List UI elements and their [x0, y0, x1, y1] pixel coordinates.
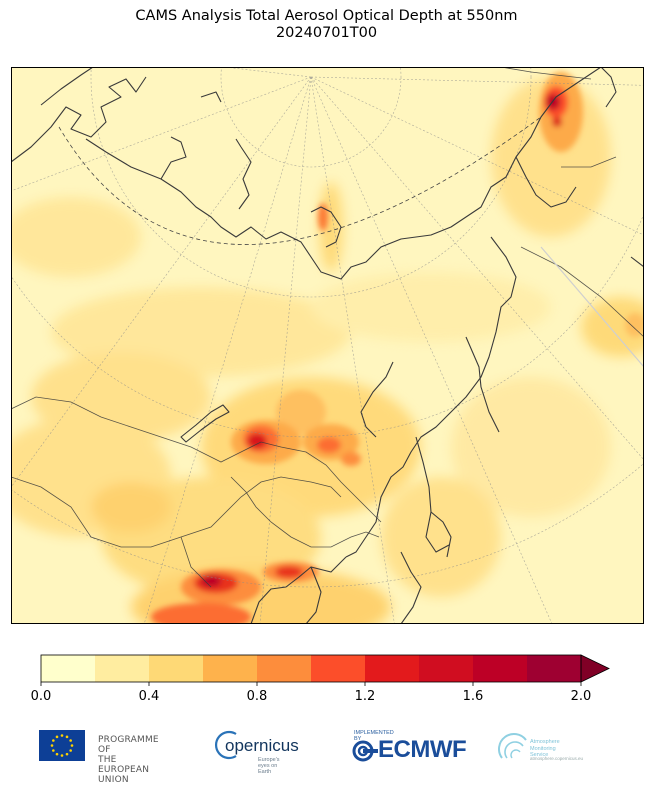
eu-line-1: PROGRAMME OF: [98, 735, 159, 755]
eu-star: [55, 735, 59, 739]
eu-star: [50, 744, 54, 747]
footer-logos: PROGRAMME OF THE EUROPEAN UNION opernicu…: [0, 722, 653, 785]
colorbar-cell: [257, 655, 312, 682]
aod-plumes: [151, 72, 644, 624]
colorbar-cell: [149, 655, 204, 682]
colorbar: 0.0 0.4 0.8 1.2 1.6 2.0: [31, 654, 610, 704]
eu-star: [55, 752, 59, 756]
colorbar-cell: [527, 655, 582, 682]
colorbar-tick-label: 0.8: [247, 689, 268, 704]
map-title: CAMS Analysis Total Aerosol Optical Dept…: [0, 8, 653, 42]
eu-star: [65, 752, 69, 756]
cams-line-2: Monitoring Service: [530, 745, 556, 759]
dateline: [540, 246, 644, 368]
colorbar-cell: [95, 655, 150, 682]
eu-flag-icon: [39, 730, 85, 761]
colorbar-tick-label: 1.6: [463, 689, 484, 704]
colorbar-extend-arrow: [580, 654, 610, 683]
colorbar-cells: [40, 654, 610, 683]
copernicus-wordmark: opernicus: [225, 736, 299, 755]
eu-star: [52, 739, 55, 742]
eu-star: [60, 734, 64, 737]
colorbar-frame: [40, 654, 582, 683]
eu-star: [52, 749, 55, 752]
graticule: [11, 67, 644, 624]
colorbar-cell: [419, 655, 474, 682]
map-frame: [11, 67, 644, 624]
eu-star: [69, 739, 72, 742]
title-line-2: 20240701T00: [275, 25, 378, 41]
arctic-circle: [58, 116, 542, 245]
colorbar-tick-label: 0.4: [139, 689, 160, 704]
ecmwf-swirl-icon: [352, 740, 378, 762]
eu-line-2: THE EUROPEAN UNION: [98, 755, 150, 785]
colorbar-cell: [203, 655, 258, 682]
borders: [11, 67, 644, 588]
colorbar-cell: [311, 655, 366, 682]
eu-star: [70, 744, 74, 747]
aerosol-map: [11, 67, 644, 624]
ecmwf-implemented-by: IMPLEMENTED BY: [354, 730, 394, 742]
ecmwf-wordmark: ECMWF: [378, 736, 467, 763]
aod-field: [11, 77, 644, 624]
colorbar-cell: [41, 655, 96, 682]
colorbar-cell: [473, 655, 528, 682]
colorbar-cell: [365, 655, 420, 682]
cams-service-name: Atmosphere Monitoring Service: [530, 739, 560, 759]
eu-star: [60, 754, 64, 757]
colorbar-ticks: 0.0 0.4 0.8 1.2 1.6 2.0: [31, 682, 592, 704]
colorbar-tick-label: 2.0: [571, 689, 592, 704]
copernicus-tagline: Europe's eyes on Earth: [258, 757, 280, 775]
eu-programme-text: PROGRAMME OF THE EUROPEAN UNION: [98, 735, 159, 785]
eu-star: [69, 749, 72, 752]
cams-url: atmosphere.copernicus.eu: [530, 756, 584, 761]
eu-star: [65, 735, 69, 739]
cams-line-1: Atmosphere: [530, 739, 560, 745]
cams-arc-icon: [498, 733, 527, 759]
title-line-1: CAMS Analysis Total Aerosol Optical Dept…: [135, 8, 518, 24]
copernicus-ring-icon: [215, 730, 237, 760]
colorbar-tick-label: 0.0: [31, 689, 52, 704]
colorbar-tick-label: 1.2: [355, 689, 376, 704]
